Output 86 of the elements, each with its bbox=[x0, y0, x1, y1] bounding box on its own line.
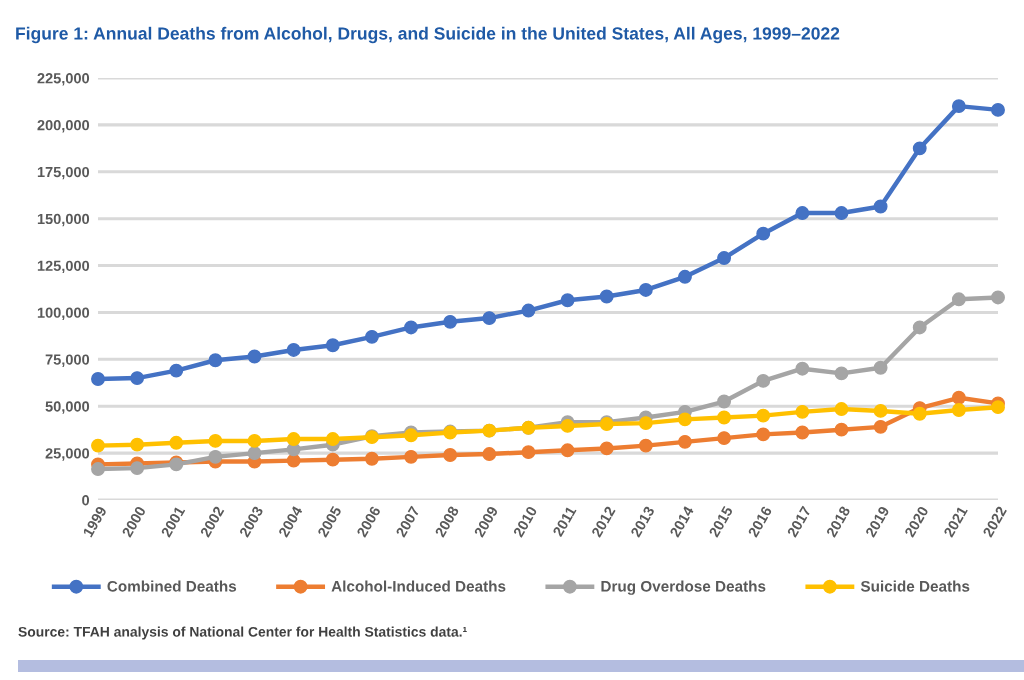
point bbox=[521, 303, 536, 318]
point bbox=[834, 402, 849, 416]
y-tick-label: 125,000 bbox=[37, 260, 90, 274]
point bbox=[208, 449, 223, 464]
point bbox=[364, 329, 379, 344]
point bbox=[991, 102, 1005, 117]
legend-label: Drug Overdose Deaths bbox=[601, 580, 766, 595]
point bbox=[91, 462, 105, 476]
point bbox=[717, 410, 732, 425]
point bbox=[873, 419, 888, 434]
point bbox=[482, 311, 497, 326]
point bbox=[638, 282, 653, 297]
point bbox=[208, 353, 223, 368]
y-tick-label: 75,000 bbox=[45, 354, 90, 367]
point bbox=[325, 338, 340, 353]
legend-label: Combined Deaths bbox=[107, 580, 237, 592]
point bbox=[795, 404, 810, 419]
point bbox=[951, 99, 966, 114]
point bbox=[560, 443, 575, 458]
point bbox=[678, 412, 692, 427]
point bbox=[325, 452, 340, 467]
point bbox=[873, 360, 888, 375]
point bbox=[638, 416, 653, 431]
point bbox=[169, 363, 184, 378]
point bbox=[951, 403, 966, 417]
point bbox=[91, 438, 105, 453]
point bbox=[756, 226, 771, 241]
point bbox=[678, 269, 692, 284]
point bbox=[443, 448, 458, 462]
y-tick-label: 200,000 bbox=[37, 119, 90, 133]
chart-title: Figure 1: Annual Deaths from Alcohol, Drugs, and Suicide in the United States, All Ages, 1999–2022 bbox=[16, 26, 840, 44]
point bbox=[482, 447, 497, 461]
point bbox=[286, 343, 301, 357]
point bbox=[247, 446, 262, 461]
point bbox=[208, 433, 223, 448]
point bbox=[795, 425, 810, 440]
point bbox=[560, 293, 575, 308]
point bbox=[521, 445, 536, 460]
legend-label: Alcohol-Induced Deaths bbox=[331, 580, 506, 592]
point bbox=[247, 349, 262, 364]
point bbox=[247, 433, 262, 448]
point bbox=[169, 435, 184, 450]
point bbox=[756, 427, 771, 442]
legend-label: Suicide Deaths bbox=[860, 580, 970, 592]
point bbox=[286, 453, 301, 468]
point bbox=[599, 441, 614, 456]
y-tick-label: 150,000 bbox=[37, 213, 90, 227]
point bbox=[286, 432, 301, 446]
y-tick-label: 25,000 bbox=[45, 448, 90, 461]
point bbox=[717, 431, 732, 446]
point bbox=[834, 366, 849, 381]
point bbox=[834, 206, 849, 220]
source-note: Source: TFAH analysis of National Center for Health Statistics data.¹ bbox=[18, 626, 467, 640]
point bbox=[756, 408, 771, 423]
y-tick-label: 0 bbox=[82, 495, 90, 506]
point bbox=[912, 141, 927, 156]
point bbox=[130, 371, 145, 386]
point bbox=[364, 451, 379, 466]
y-tick-label: 225,000 bbox=[37, 73, 90, 86]
point bbox=[717, 251, 732, 265]
point bbox=[130, 437, 145, 452]
point bbox=[91, 372, 105, 386]
point bbox=[951, 292, 966, 307]
point bbox=[912, 320, 927, 335]
point bbox=[991, 290, 1005, 305]
point bbox=[795, 361, 810, 376]
point bbox=[873, 199, 888, 214]
y-tick-label: 50,000 bbox=[45, 401, 90, 414]
point bbox=[991, 400, 1005, 415]
point bbox=[599, 289, 614, 304]
point bbox=[443, 314, 458, 329]
point bbox=[404, 449, 418, 464]
point bbox=[756, 373, 771, 388]
point bbox=[834, 422, 849, 437]
point bbox=[130, 461, 145, 476]
point bbox=[912, 406, 927, 421]
point bbox=[404, 320, 418, 335]
point bbox=[638, 438, 653, 453]
point bbox=[795, 206, 810, 220]
point bbox=[951, 390, 966, 405]
y-tick-label: 175,000 bbox=[37, 166, 90, 180]
point bbox=[325, 432, 340, 446]
y-tick-label: 100,000 bbox=[37, 307, 90, 320]
point bbox=[717, 394, 732, 409]
point bbox=[678, 434, 692, 449]
point bbox=[873, 403, 888, 418]
